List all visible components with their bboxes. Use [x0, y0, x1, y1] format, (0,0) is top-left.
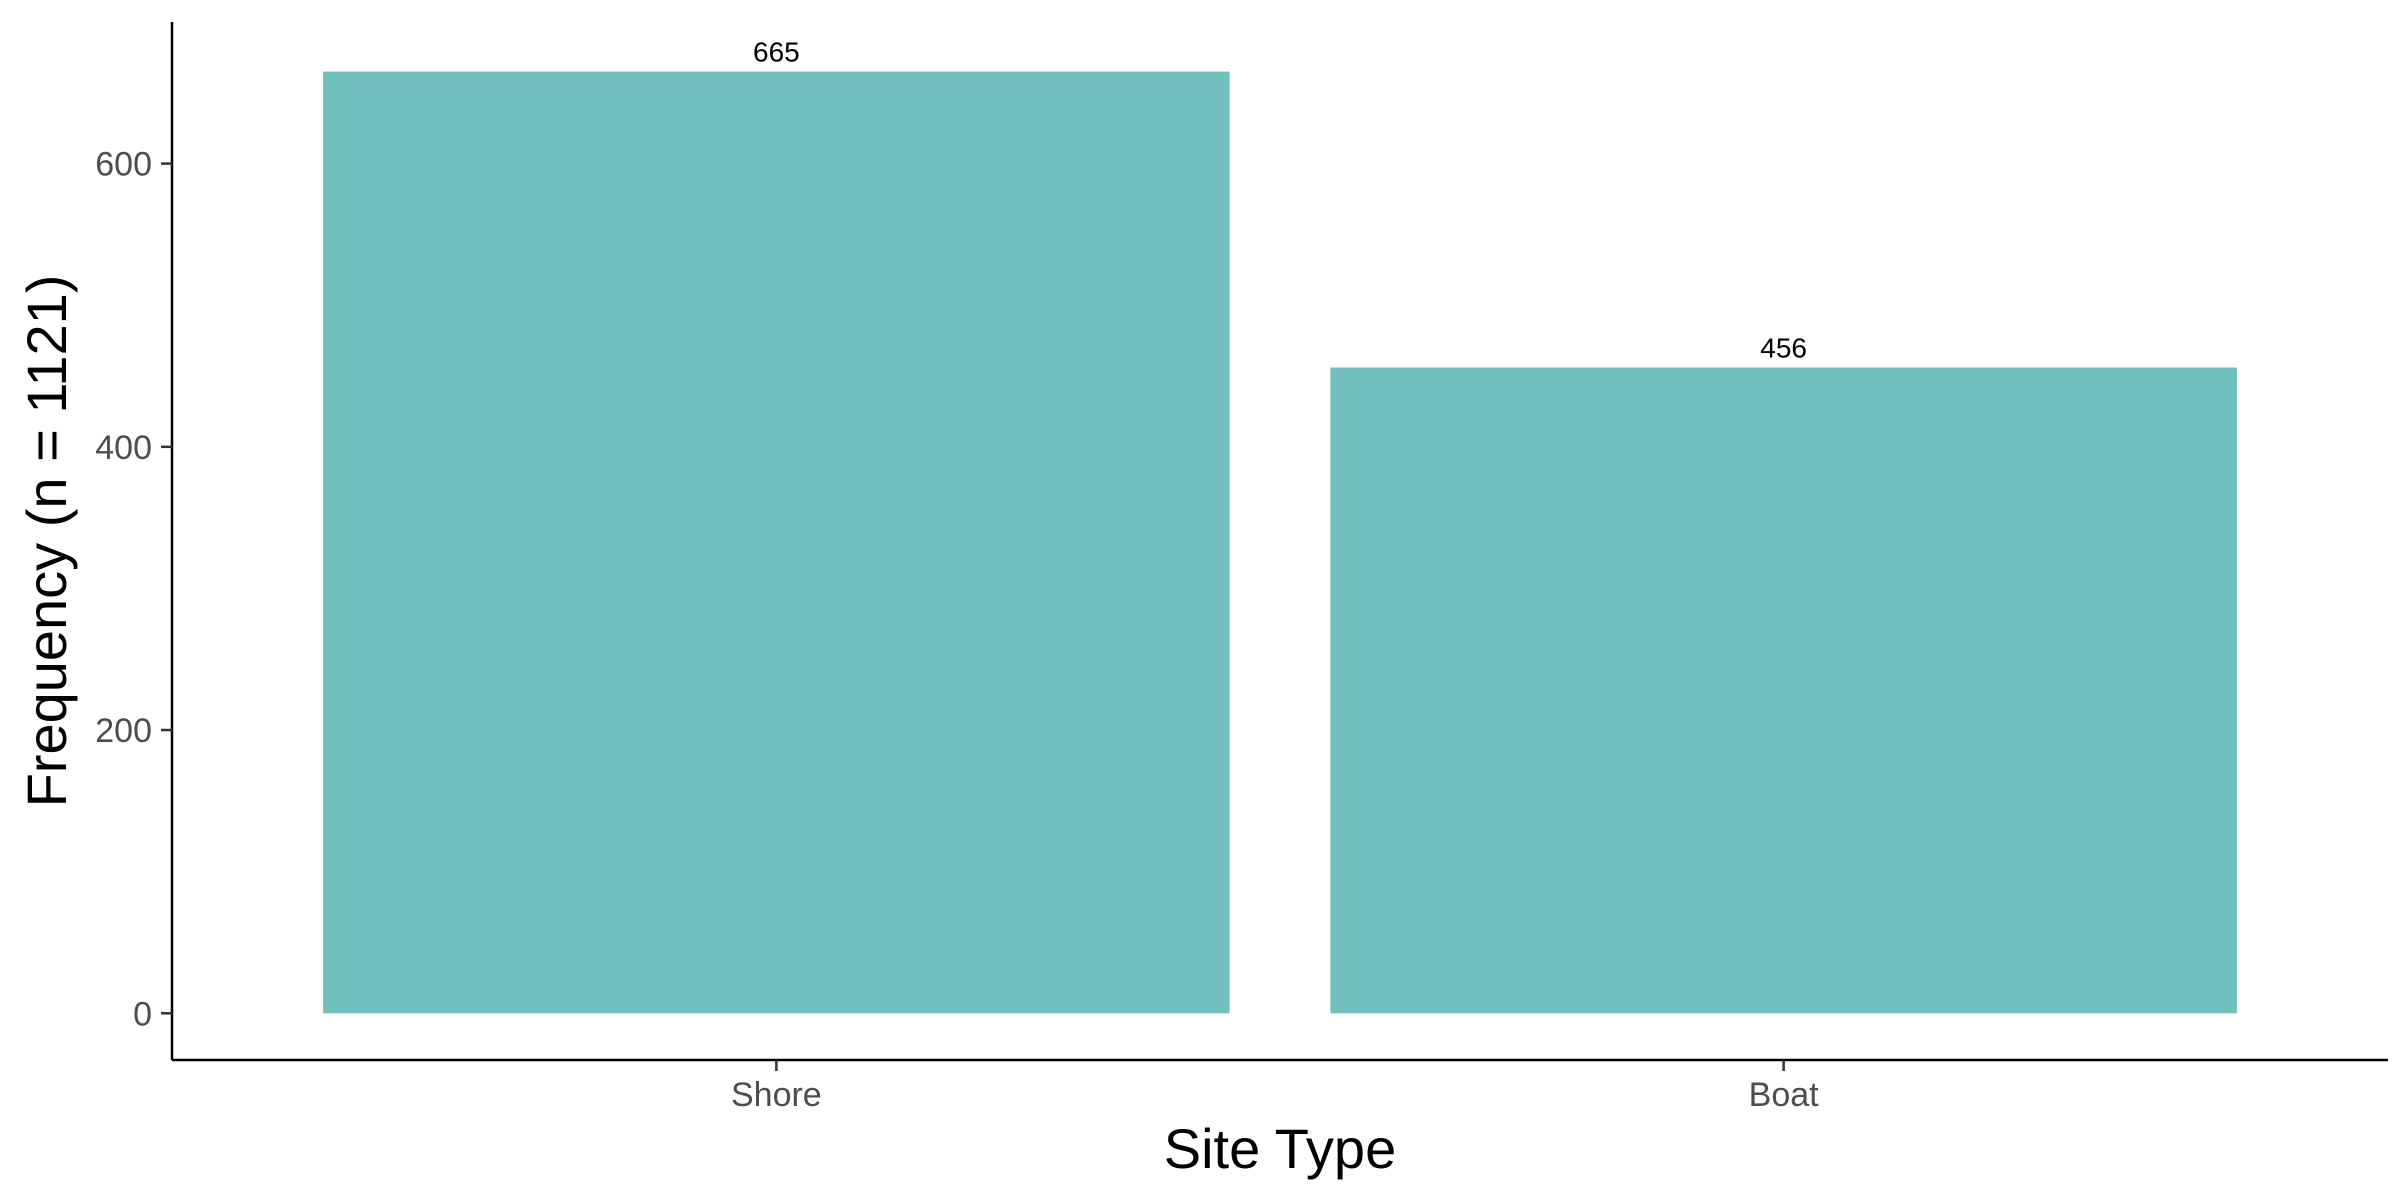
data-label-shore: 665 [753, 37, 800, 68]
x-tick-label: Boat [1749, 1076, 1819, 1114]
y-tick-label: 400 [95, 429, 152, 467]
x-tick-label: Shore [731, 1076, 822, 1114]
y-tick-label: 600 [95, 146, 152, 184]
bars [323, 71, 2237, 1014]
x-axis-ticks: Shore Boat [731, 1060, 1819, 1114]
data-label-boat: 456 [1760, 333, 1807, 364]
bar-boat [1330, 367, 2237, 1014]
data-labels: 665 456 [753, 37, 1807, 364]
y-tick-label: 200 [95, 712, 152, 750]
y-axis-ticks: 0 200 400 600 [95, 146, 172, 1033]
x-axis-title: Site Type [1164, 1117, 1396, 1180]
y-axis-title: Frequency (n = 1121) [15, 275, 78, 808]
bar-shore [323, 71, 1230, 1014]
y-tick-label: 0 [133, 995, 152, 1033]
